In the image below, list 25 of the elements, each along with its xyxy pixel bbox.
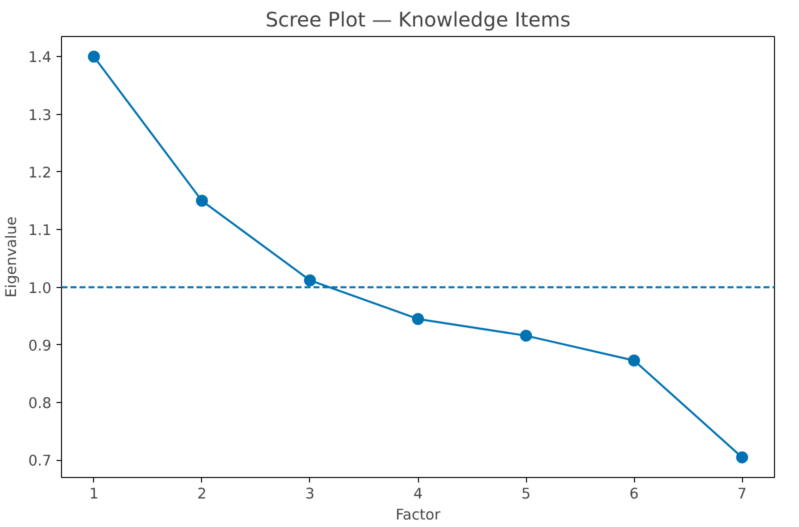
y-tick-label: 1.4	[28, 49, 52, 66]
x-tick-label: 4	[413, 486, 423, 502]
y-tick-label: 1.3	[28, 106, 52, 124]
y-tick-label: 0.8	[28, 395, 52, 412]
y-tick-label: 1.2	[28, 164, 52, 182]
point	[520, 330, 532, 342]
x-tick-label: 5	[521, 486, 531, 502]
y-tick-label: 1.0	[28, 280, 52, 297]
x-axis-title: Factor	[396, 506, 442, 524]
y-tick-label: 0.7	[28, 452, 52, 470]
y-tick-label: 1.1	[28, 222, 52, 240]
point	[736, 451, 748, 464]
point	[412, 312, 424, 325]
x-tick-label: 2	[197, 486, 207, 502]
x-tick-label: 7	[737, 486, 747, 502]
point	[628, 354, 640, 366]
x-tick-label: 6	[629, 486, 639, 502]
x-tick-label: 3	[305, 486, 315, 502]
chart-title: Scree Plot — Knowledge Items	[265, 8, 571, 32]
point	[304, 274, 316, 286]
x-tick-label: 1	[89, 486, 99, 502]
y-tick-label: 0.9	[28, 337, 52, 354]
point	[196, 194, 208, 207]
y-axis-title: Eigenvalue	[3, 216, 20, 298]
point	[88, 50, 100, 63]
